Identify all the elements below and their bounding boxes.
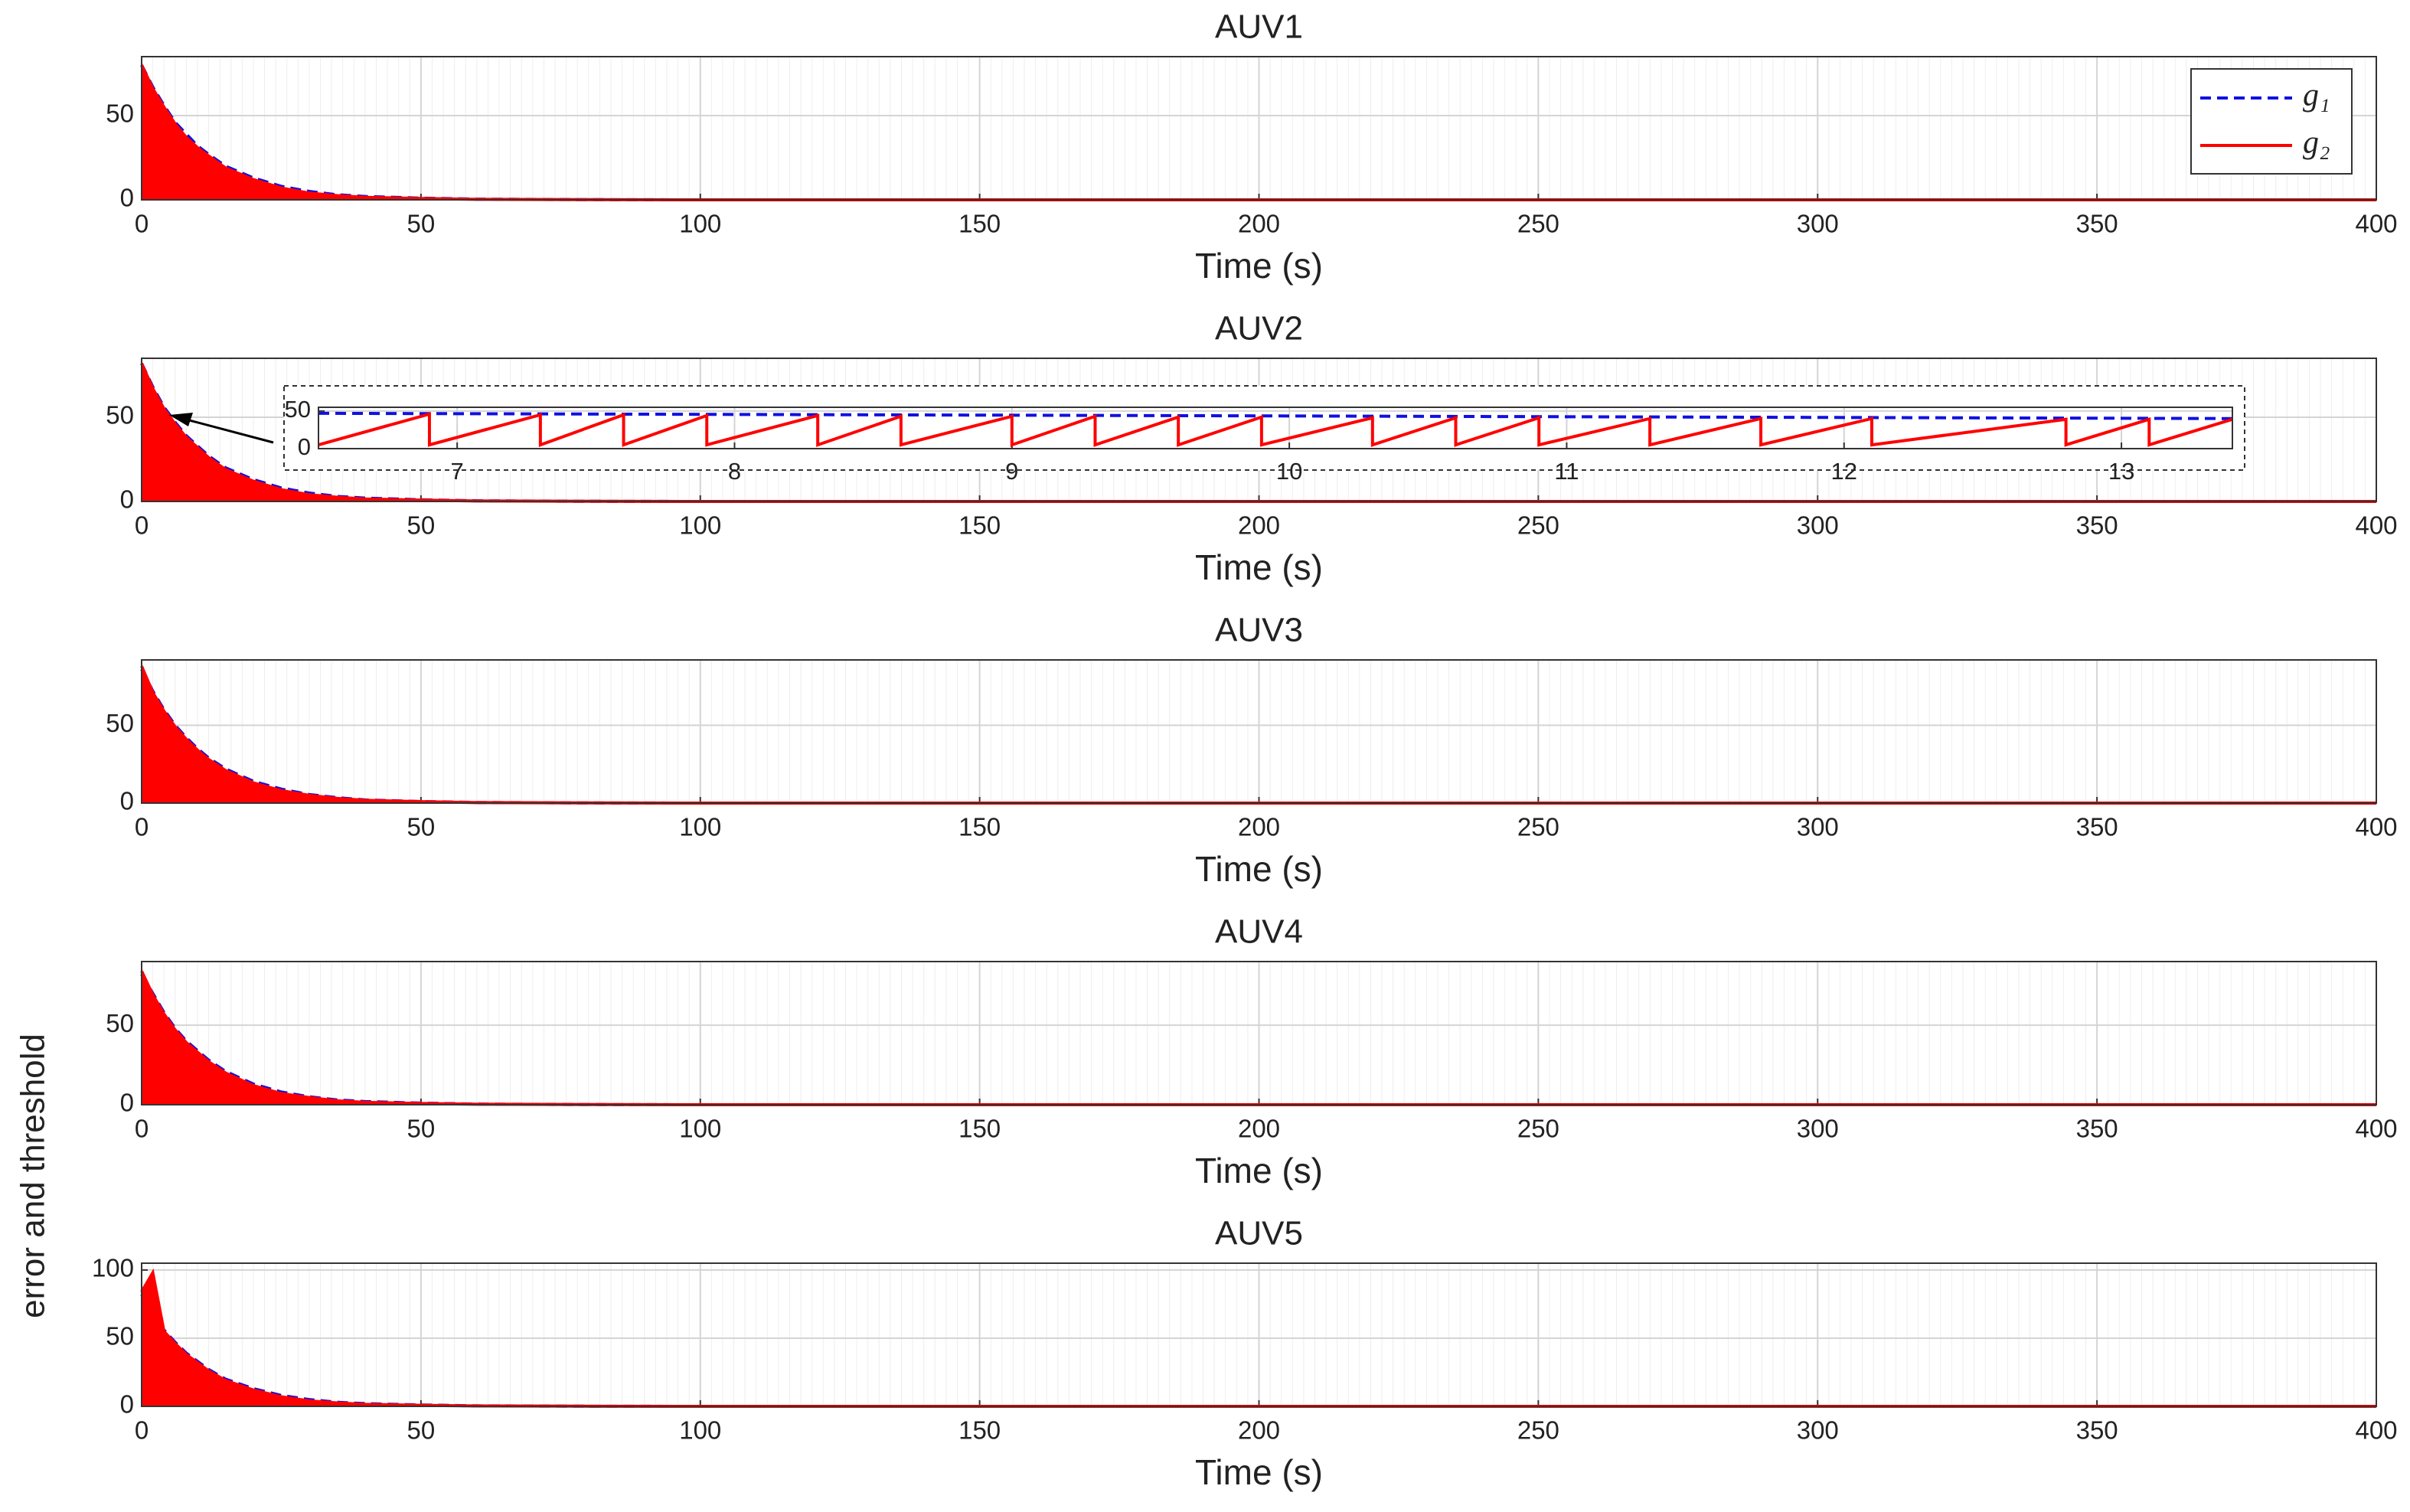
y-tick-label: 50 [106,709,134,737]
y-tick-label: 50 [106,100,134,128]
x-tick-label: 0 [135,1115,149,1143]
x-tick-label: 350 [2076,1115,2118,1143]
x-tick-label: 10 [1276,458,1302,485]
chart-title: AUV2 [1215,310,1303,348]
x-tick-label: 50 [407,813,436,841]
x-tick-label: 300 [1797,813,1839,841]
x-tick-label: 200 [1238,511,1280,540]
x-tick-label: 150 [958,210,1001,238]
x-tick-label: 300 [1797,210,1839,238]
y-axis-label: error and threshold [15,1034,52,1318]
x-tick-label: 100 [679,1115,721,1143]
y-tick-label: 50 [285,396,311,423]
x-tick-label: 0 [135,1416,149,1445]
y-tick-label: 0 [120,1089,134,1117]
x-tick-label: 50 [407,511,436,540]
legend-label: g₁ [2303,78,2330,113]
x-tick-label: 150 [958,511,1001,540]
x-tick-label: 300 [1797,1115,1839,1143]
x-tick-label: 300 [1797,1416,1839,1445]
x-tick-label: 100 [679,1416,721,1445]
x-tick-label: 200 [1238,1115,1280,1143]
x-axis-label: Time (s) [1195,1151,1323,1190]
y-tick-label: 0 [120,787,134,815]
x-tick-label: 7 [451,458,464,485]
x-tick-label: 9 [1005,458,1018,485]
x-tick-label: 100 [679,511,721,540]
x-tick-label: 13 [2108,458,2134,485]
y-tick-label: 100 [92,1254,134,1282]
chart-title: AUV1 [1215,8,1303,46]
x-axis-label: Time (s) [1195,246,1323,286]
legend: g₁ g₂ [2190,68,2353,175]
chart-title: AUV4 [1215,913,1303,951]
x-tick-label: 8 [728,458,741,485]
inset-arrow [180,416,274,444]
series-line [318,412,2233,447]
x-tick-label: 400 [2355,210,2397,238]
x-tick-label: 11 [1554,458,1579,485]
x-tick-label: 50 [407,210,436,238]
chart-title: AUV5 [1215,1215,1303,1252]
x-tick-label: 200 [1238,813,1280,841]
x-tick-label: 250 [1517,813,1559,841]
x-tick-label: 200 [1238,1416,1280,1445]
axes-frame [141,961,2377,1105]
axes-frame [141,659,2377,804]
x-tick-label: 250 [1517,210,1559,238]
x-tick-label: 350 [2076,210,2118,238]
x-tick-label: 250 [1517,1115,1559,1143]
x-tick-label: 150 [958,1416,1001,1445]
y-tick-label: 50 [106,401,134,429]
x-tick-label: 400 [2355,511,2397,540]
x-tick-label: 100 [679,813,721,841]
x-tick-label: 400 [2355,1115,2397,1143]
y-tick-label: 50 [106,1322,134,1350]
x-tick-label: 0 [135,210,149,238]
inset-arrowhead [169,413,193,426]
x-tick-label: 400 [2355,813,2397,841]
x-tick-label: 150 [958,813,1001,841]
x-tick-label: 50 [407,1115,436,1143]
x-tick-label: 150 [958,1115,1001,1143]
axes-frame [318,407,2233,449]
x-tick-label: 200 [1238,210,1280,238]
x-axis-label: Time (s) [1195,849,1323,889]
axes-frame [141,1262,2377,1407]
chart-title: AUV3 [1215,612,1303,649]
x-tick-label: 250 [1517,511,1559,540]
y-tick-label: 0 [298,433,311,460]
x-tick-label: 0 [135,511,149,540]
x-tick-label: 350 [2076,1416,2118,1445]
x-tick-label: 100 [679,210,721,238]
axes-frame [141,56,2377,201]
x-tick-label: 12 [1831,458,1857,485]
x-tick-label: 350 [2076,813,2118,841]
legend-box [2190,68,2353,175]
y-tick-label: 0 [120,184,134,212]
x-axis-label: Time (s) [1195,1452,1323,1492]
x-tick-label: 250 [1517,1416,1559,1445]
x-tick-label: 0 [135,813,149,841]
x-tick-label: 50 [407,1416,436,1445]
y-tick-label: 0 [120,1390,134,1419]
axes-frame [141,358,2377,502]
x-tick-label: 300 [1797,511,1839,540]
y-tick-label: 50 [106,1009,134,1037]
legend-label: g₂ [2303,126,2330,161]
x-tick-label: 350 [2076,511,2118,540]
x-axis-label: Time (s) [1195,547,1323,587]
y-tick-label: 0 [120,485,134,514]
x-tick-label: 400 [2355,1416,2397,1445]
